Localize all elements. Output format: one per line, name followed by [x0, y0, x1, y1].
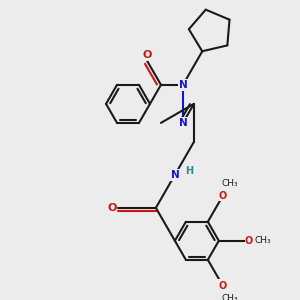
Text: O: O [245, 236, 253, 246]
Text: O: O [219, 281, 227, 291]
Text: O: O [142, 50, 152, 60]
Text: CH₃: CH₃ [222, 179, 238, 188]
Text: N: N [178, 118, 187, 128]
Text: O: O [107, 203, 117, 213]
Text: N: N [170, 170, 179, 180]
Text: H: H [185, 166, 194, 176]
Text: CH₃: CH₃ [255, 236, 271, 245]
Text: N: N [178, 80, 187, 90]
Text: O: O [219, 190, 227, 200]
Text: CH₃: CH₃ [222, 294, 238, 300]
